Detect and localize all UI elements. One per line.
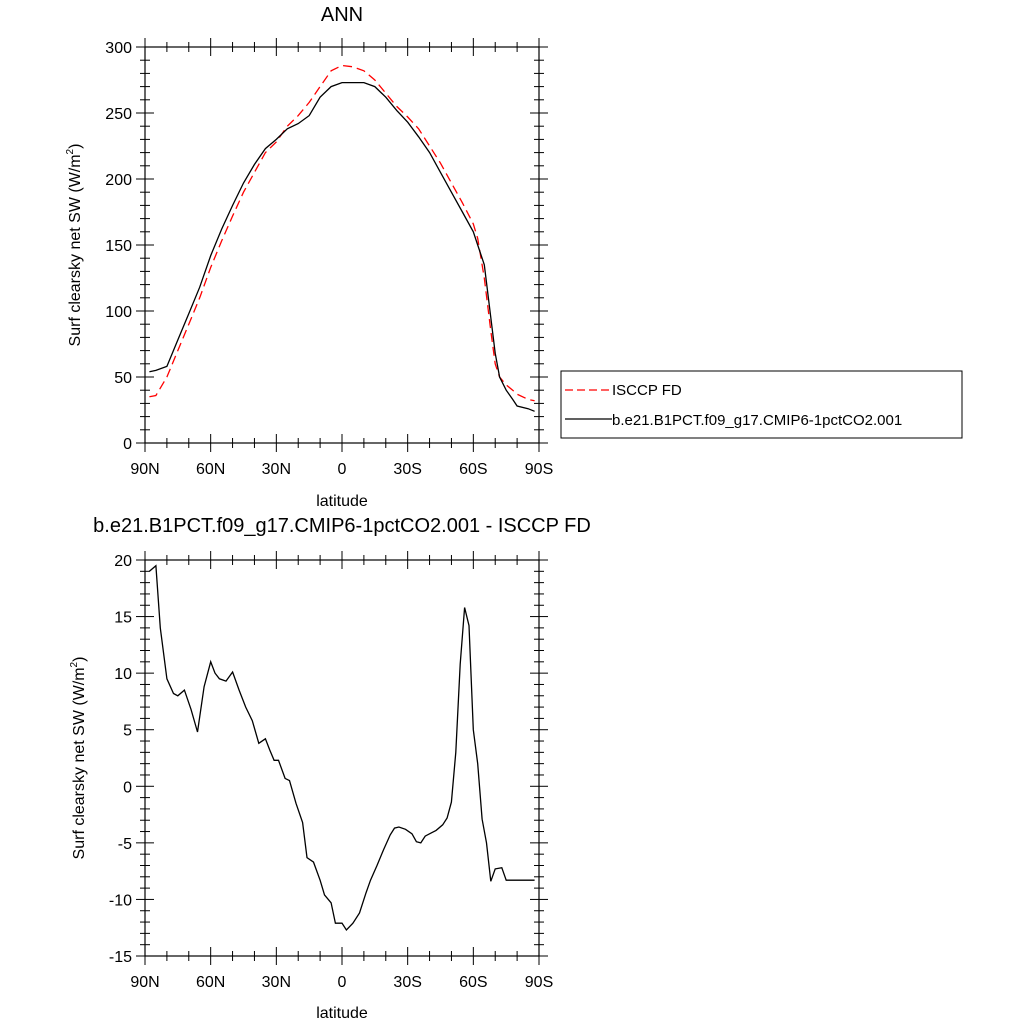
x-tick-label: 60S <box>459 461 487 478</box>
chart-title: b.e21.B1PCT.f09_g17.CMIP6-1pctCO2.001 - … <box>93 515 591 537</box>
y-tick-label: 50 <box>114 370 132 387</box>
x-tick-label: 30S <box>393 461 421 478</box>
x-tick-label: 0 <box>338 974 347 991</box>
y-axis-label: Surf clearsky net SW (W/m2) <box>69 657 88 860</box>
y-tick-label: 200 <box>105 172 132 189</box>
x-tick-label: 90S <box>525 461 553 478</box>
x-axis-label: latitude <box>316 493 368 510</box>
series-line-model <box>149 81 535 412</box>
y-tick-labels: -15 -10 -5 0 5 10 15 20 <box>109 553 132 966</box>
x-tick-label: 90N <box>130 461 159 478</box>
tick-marks <box>136 38 548 452</box>
x-tick-labels: 90N 60N 30N 0 30S 60S 90S <box>130 974 553 991</box>
x-tick-label: 0 <box>338 461 347 478</box>
y-tick-label: 250 <box>105 106 132 123</box>
tick-marks <box>136 551 548 965</box>
y-tick-label: 20 <box>114 553 132 570</box>
y-tick-label: 0 <box>123 436 132 453</box>
y-tick-label: 300 <box>105 40 132 57</box>
x-tick-label: 30N <box>262 974 291 991</box>
difference-line <box>148 564 535 932</box>
y-tick-label: 0 <box>123 779 132 796</box>
x-tick-label: 60N <box>196 461 225 478</box>
x-axis-label: latitude <box>316 1005 368 1022</box>
chart-difference: b.e21.B1PCT.f09_g17.CMIP6-1pctCO2.001 - … <box>69 515 591 1022</box>
y-tick-label: 15 <box>114 610 132 627</box>
y-tick-labels: 0 50 100 150 200 250 300 <box>105 40 132 453</box>
legend-box <box>560 370 963 439</box>
y-tick-label: -10 <box>109 892 132 909</box>
y-tick-label: 100 <box>105 304 132 321</box>
x-tick-label: 30S <box>393 974 421 991</box>
x-tick-label: 60S <box>459 974 487 991</box>
legend: ISCCP FD b.e21.B1PCT.f09_g17.CMIP6-1pctC… <box>560 370 963 439</box>
y-tick-label: 150 <box>105 238 132 255</box>
y-tick-label: -15 <box>109 949 132 966</box>
y-axis-label: Surf clearsky net SW (W/m2) <box>65 144 84 347</box>
chart-annual-mean: ANN 90N 60N 30N 0 30S 60S 90S 0 50 100 150 200 250 3… <box>65 4 963 510</box>
series-group <box>149 64 535 412</box>
y-tick-label: 5 <box>123 723 132 740</box>
plot-frame <box>144 559 540 957</box>
y-tick-label: 10 <box>114 666 132 683</box>
x-tick-label: 90S <box>525 974 553 991</box>
x-tick-labels: 90N 60N 30N 0 30S 60S 90S <box>130 461 553 478</box>
x-tick-label: 90N <box>130 974 159 991</box>
series-line-isccp-fd <box>149 64 535 402</box>
plot-frame <box>144 46 540 444</box>
y-tick-label: -5 <box>118 836 132 853</box>
series-group <box>148 564 535 932</box>
legend-label-model: b.e21.B1PCT.f09_g17.CMIP6-1pctCO2.001 <box>612 412 902 429</box>
chart-title: ANN <box>321 4 363 26</box>
legend-label-isccp: ISCCP FD <box>612 382 682 399</box>
x-tick-label: 60N <box>196 974 225 991</box>
x-tick-label: 30N <box>262 461 291 478</box>
